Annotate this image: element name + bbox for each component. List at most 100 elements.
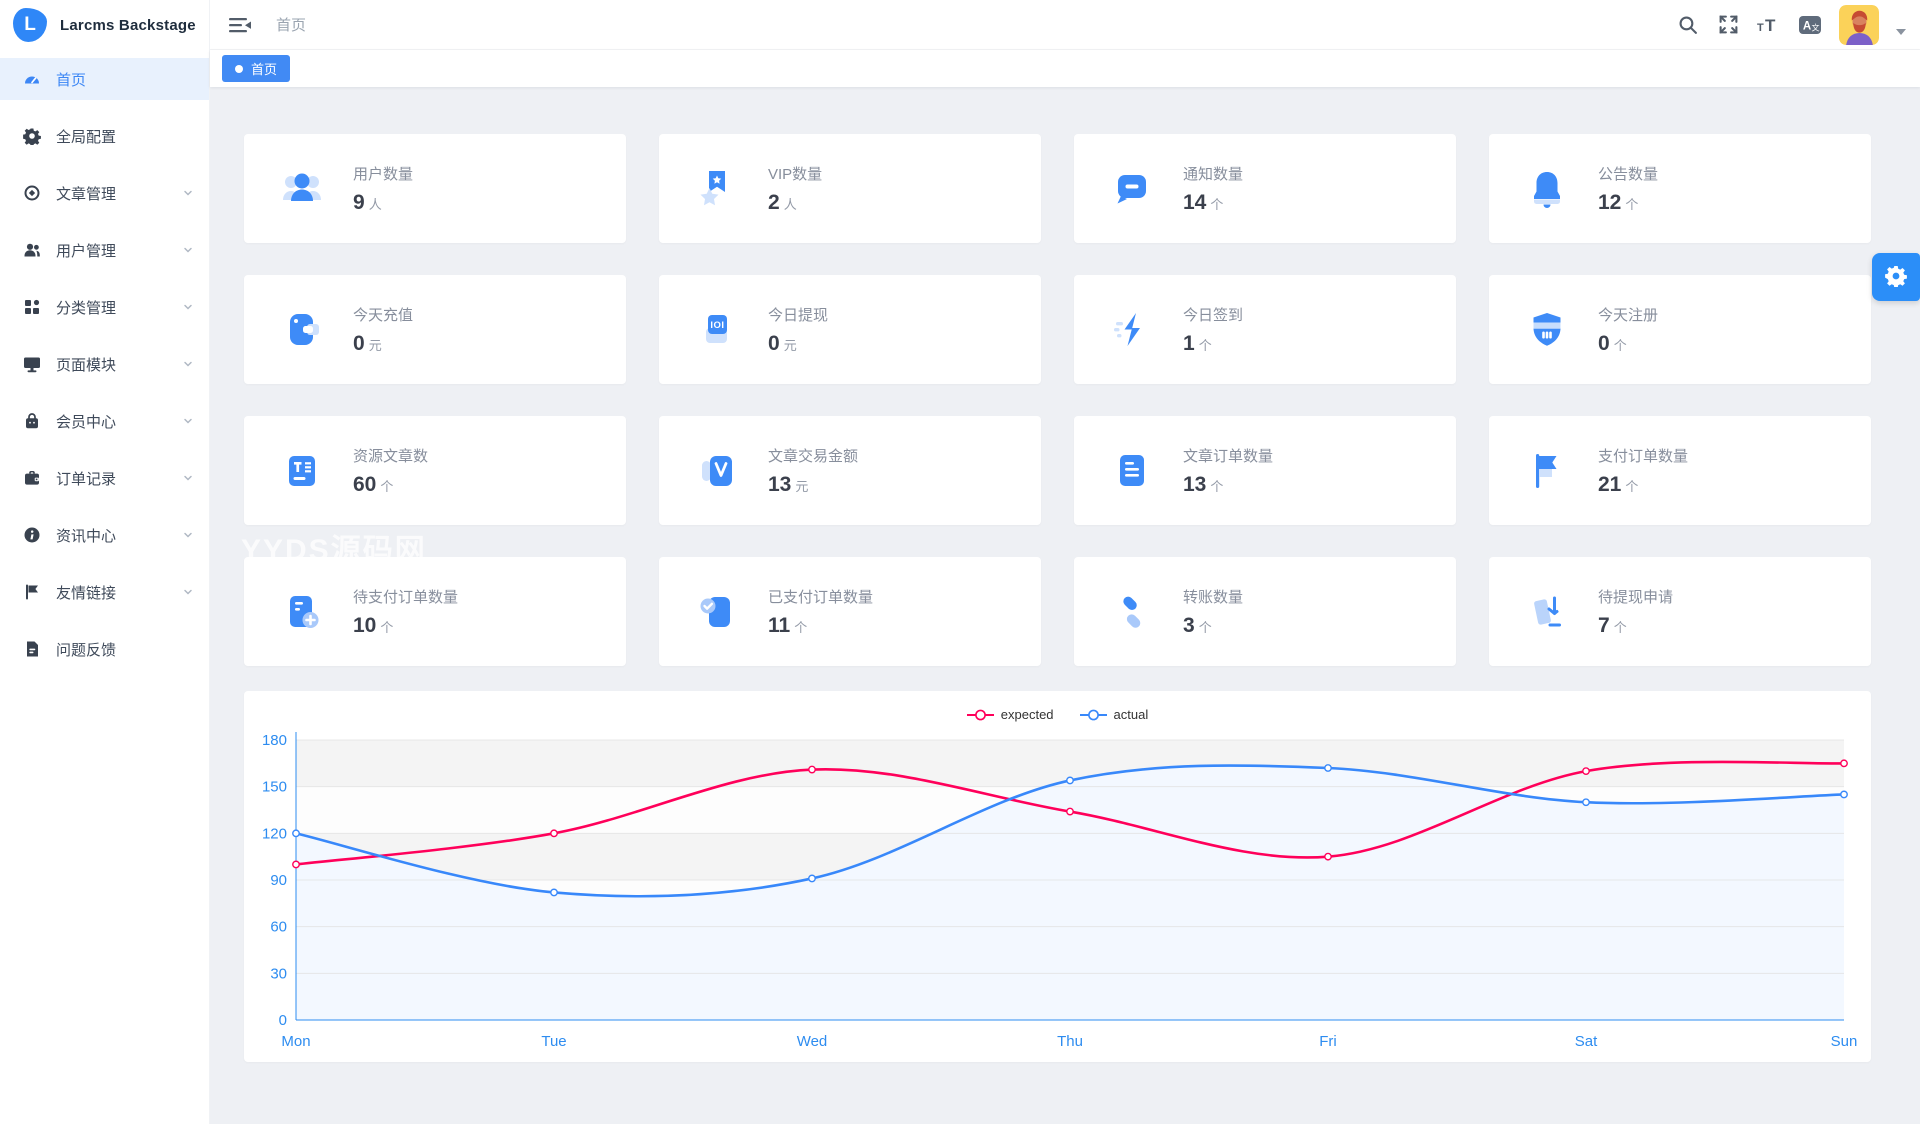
svg-text:文: 文 [1812,22,1820,32]
compass-icon [23,184,41,202]
svg-text:Sun: Sun [1831,1033,1858,1050]
stat-card-article-transactions: 文章交易金额 13 元 [659,416,1041,525]
sidebar-item-friend-links[interactable]: 友情链接 [0,571,209,613]
theme-settings-button[interactable] [1872,253,1920,301]
dashboard-icon [23,70,41,88]
stat-label: 用户数量 [353,165,414,183]
stat-label: 转账数量 [1183,588,1244,606]
recharge-icon [279,307,325,353]
stat-value: 12 [1598,190,1622,214]
sidebar-item-page-modules[interactable]: 页面模块 [0,343,209,385]
flag-icon [23,583,41,601]
sidebar-item-label: 用户管理 [56,242,117,260]
stat-label: 文章订单数量 [1183,447,1274,465]
content: 用户数量 9 人 VIP数量 2 人 通知数量 14 个 公告数量 12 个 今天充值 0 元 [210,87,1920,1124]
line-chart-svg: 0 30 60 90 120 150 180 Mon Tue Wed Thu Fri Sat Sun [262,732,1858,1050]
stat-unit: 个 [794,619,808,635]
app-logo: L [13,8,47,42]
stat-value: 7 [1598,613,1610,637]
stat-card-announcements: 公告数量 12 个 [1489,134,1871,243]
stat-card-pay-orders: 支付订单数量 21 个 [1489,416,1871,525]
stat-label: 公告数量 [1598,165,1659,183]
sidebar-item-home[interactable]: 首页 [0,58,209,100]
stat-value: 1 [1183,331,1195,355]
avatar-caret-icon[interactable] [1896,28,1906,35]
stat-card-vip: VIP数量 2 人 [659,134,1041,243]
sidebar: L Larcms Backstage 首页 全局配置 文章管理 用户管理 [0,0,210,1124]
stat-value: 0 [768,331,780,355]
sidebar-item-user-management[interactable]: 用户管理 [0,229,209,271]
stat-card-users: 用户数量 9 人 [244,134,626,243]
breadcrumb[interactable]: 首页 [276,17,307,34]
tab-home[interactable]: 首页 [222,55,291,82]
sidebar-item-label: 首页 [56,71,87,89]
stat-value: 10 [353,613,377,637]
chevron-down-icon [183,473,193,483]
legend-item-actual[interactable]: actual [1079,707,1148,722]
stat-value: 13 [768,472,792,496]
stat-cards: 用户数量 9 人 VIP数量 2 人 通知数量 14 个 公告数量 12 个 今天充值 0 元 [210,87,1920,666]
stat-card-transfers: 转账数量 3 个 [1074,557,1456,666]
tagbar: 首页 [210,50,1920,87]
search-icon[interactable] [1675,14,1699,36]
svg-text:180: 180 [262,732,287,749]
svg-text:90: 90 [270,872,287,889]
svg-text:120: 120 [262,825,287,842]
sidebar-item-news-center[interactable]: 资讯中心 [0,514,209,556]
stat-unit: 元 [783,337,797,353]
sidebar-item-member-center[interactable]: 会员中心 [0,400,209,442]
avatar[interactable] [1839,4,1879,45]
vip-icon [694,166,740,212]
sidebar-item-label: 全局配置 [56,128,117,146]
stat-unit: 个 [380,619,394,635]
stat-unit: 元 [795,478,809,494]
svg-text:Fri: Fri [1319,1033,1337,1050]
legend-item-expected[interactable]: expected [966,707,1054,722]
chevron-down-icon [183,245,193,255]
tab-label: 首页 [251,62,278,77]
stat-unit: 个 [1613,337,1627,353]
chevron-down-icon [183,416,193,426]
stat-card-resource-articles: 资源文章数 60 个 [244,416,626,525]
chevron-down-icon [183,587,193,597]
chevron-down-icon [183,359,193,369]
stat-unit: 个 [1198,619,1212,635]
stat-unit: 个 [1625,196,1639,212]
sidebar-nav: 首页 全局配置 文章管理 用户管理 分类管理 [0,50,209,670]
sidebar-item-label: 问题反馈 [56,641,117,659]
svg-text:Thu: Thu [1057,1033,1083,1050]
sidebar-collapse-icon[interactable] [228,15,252,35]
sidebar-item-categories[interactable]: 分类管理 [0,286,209,328]
sidebar-item-order-records[interactable]: 订单记录 [0,457,209,499]
app-title: Larcms Backstage [60,16,196,34]
stat-value: 9 [353,190,365,214]
sidebar-item-articles[interactable]: 文章管理 [0,172,209,214]
logo-row[interactable]: L Larcms Backstage [0,0,209,50]
withdraw-icon: IOI [694,307,740,353]
gear-icon [1885,265,1907,290]
fullscreen-icon[interactable] [1716,14,1740,36]
stat-label: 今日签到 [1183,306,1244,324]
users-stat-icon [279,166,325,212]
stat-card-article-orders: 文章订单数量 13 个 [1074,416,1456,525]
stat-value: 14 [1183,190,1207,214]
svg-text:Mon: Mon [281,1033,310,1050]
feedback-icon [23,640,41,658]
svg-text:Sat: Sat [1575,1033,1598,1050]
sidebar-item-feedback[interactable]: 问题反馈 [0,628,209,670]
stat-label: 支付订单数量 [1598,447,1689,465]
weekly-line-chart: expected actual 0 30 60 90 120 150 180 Mon Tue Wed… [244,691,1871,1062]
article-order-icon [1109,448,1155,494]
sidebar-item-global-config[interactable]: 全局配置 [0,115,209,157]
svg-text:A: A [1803,20,1811,32]
grid-icon [23,298,41,316]
stat-label: 已支付订单数量 [768,588,874,606]
sidebar-item-label: 资讯中心 [56,527,117,545]
gear-icon [23,127,41,147]
stat-unit: 个 [1210,478,1224,494]
